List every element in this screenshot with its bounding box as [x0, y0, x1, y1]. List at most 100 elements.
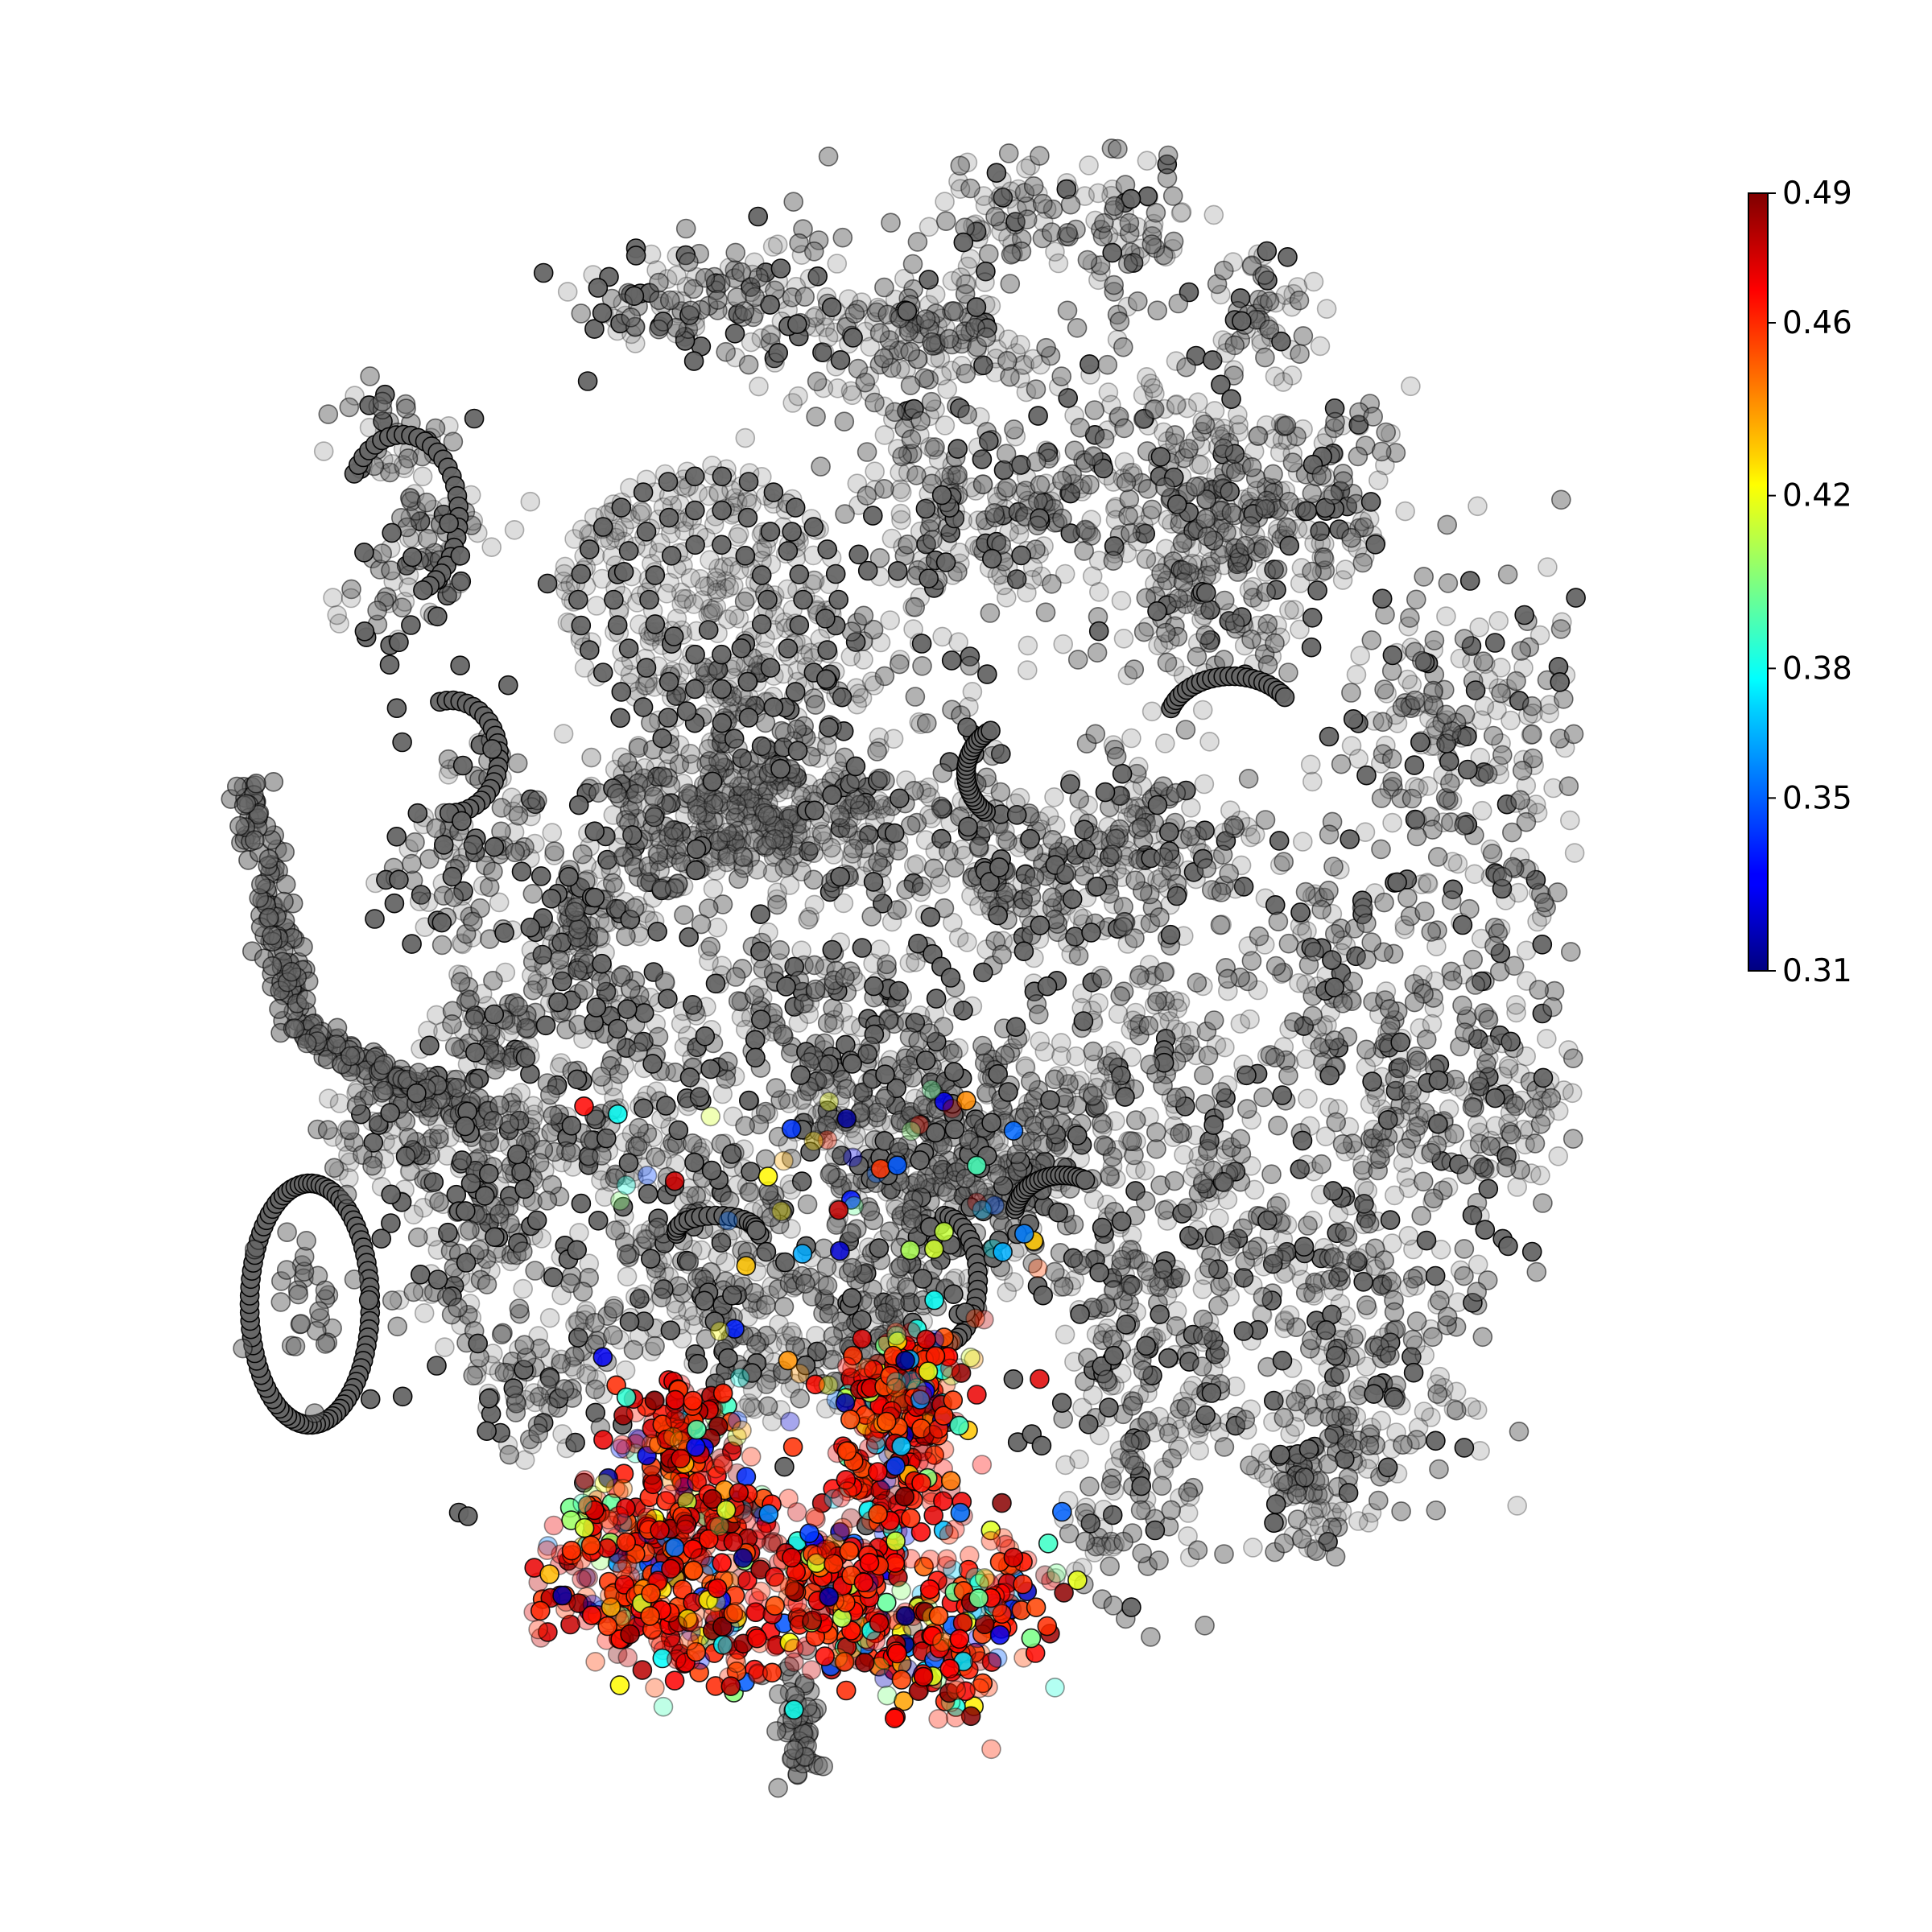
data-point [811, 456, 831, 477]
data-point [1233, 1055, 1253, 1075]
data-point [1450, 1260, 1471, 1281]
data-point [725, 967, 746, 987]
data-point [1092, 968, 1113, 989]
data-point [533, 262, 554, 283]
data-point [887, 560, 908, 581]
data-point [1430, 1290, 1450, 1311]
data-point [611, 747, 632, 768]
data-point [1111, 590, 1132, 611]
data-point [1400, 1435, 1420, 1455]
data-point [603, 805, 624, 825]
data-point [1069, 1449, 1089, 1470]
data-point [907, 1170, 928, 1191]
data-point [463, 1365, 484, 1386]
data-point [1458, 759, 1478, 780]
data-point [1294, 1236, 1315, 1257]
data-point [1088, 621, 1109, 642]
data-point [760, 324, 781, 345]
data-point [1398, 1278, 1419, 1298]
data-point [1428, 1070, 1449, 1091]
data-point [1331, 943, 1352, 964]
data-point [892, 446, 912, 467]
data-point [1033, 1134, 1053, 1155]
data-point [1515, 1134, 1535, 1155]
data-point [1084, 825, 1104, 846]
data-point [834, 411, 855, 432]
data-point [937, 532, 957, 552]
data-point [1335, 1221, 1355, 1241]
data-point [1401, 376, 1421, 397]
data-point [489, 892, 510, 913]
data-point [1195, 509, 1216, 530]
data-point [1178, 555, 1198, 576]
data-point [1337, 1406, 1358, 1426]
data-point [762, 1411, 782, 1432]
data-point [925, 284, 946, 305]
data-point [910, 424, 930, 445]
data-point [942, 270, 963, 291]
data-point [1023, 176, 1044, 196]
data-point [1340, 1195, 1360, 1216]
data-point [799, 1081, 820, 1101]
data-point [1212, 1082, 1232, 1102]
data-point [1192, 700, 1213, 720]
data-point [874, 425, 895, 445]
data-point [659, 290, 680, 311]
data-point [1155, 477, 1175, 497]
data-point [779, 1093, 799, 1113]
data-point [495, 962, 516, 983]
data-point [502, 1015, 522, 1035]
data-point [1192, 411, 1212, 431]
data-point [761, 325, 782, 345]
data-point [881, 213, 901, 233]
data-point [1170, 509, 1191, 529]
data-point [803, 241, 824, 262]
data-point [327, 605, 348, 625]
data-point [807, 266, 828, 287]
data-point [1155, 246, 1176, 267]
data-point [1103, 1596, 1124, 1616]
data-point [874, 277, 894, 298]
data-point [1149, 1550, 1169, 1571]
data-point [1253, 1087, 1274, 1108]
data-point [786, 314, 807, 335]
data-point [695, 267, 716, 288]
data-point [1254, 935, 1275, 955]
data-point [592, 303, 613, 324]
data-point [824, 1147, 845, 1167]
data-point [606, 783, 627, 804]
data-point [1016, 159, 1036, 179]
data-point [1218, 968, 1238, 989]
data-point [703, 878, 724, 899]
data-point [414, 1302, 435, 1323]
data-point [1372, 588, 1393, 609]
data-point [1093, 1519, 1113, 1539]
data-point [749, 376, 769, 397]
data-point [1356, 1039, 1377, 1060]
data-point [1427, 847, 1448, 867]
data-point [675, 218, 696, 239]
data-point [1462, 1025, 1482, 1046]
data-point [1359, 509, 1380, 529]
data-point [1137, 478, 1158, 499]
data-point [1022, 557, 1043, 578]
data-point [696, 997, 716, 1017]
data-point [1220, 603, 1240, 623]
data-point [975, 818, 995, 839]
data-point [708, 290, 728, 310]
data-point [1423, 1188, 1444, 1209]
data-point [1113, 917, 1133, 937]
data-point [860, 336, 881, 357]
data-point [724, 323, 745, 344]
data-point [840, 381, 861, 402]
data-point [1143, 378, 1163, 398]
data-point [1187, 1220, 1208, 1241]
data-point [1542, 997, 1563, 1018]
data-point [1279, 600, 1299, 621]
data-point [561, 1116, 582, 1136]
data-point [1084, 400, 1104, 420]
data-point [885, 402, 905, 423]
data-point [949, 543, 970, 563]
data-point [640, 1249, 661, 1269]
data-point [1391, 1501, 1411, 1521]
